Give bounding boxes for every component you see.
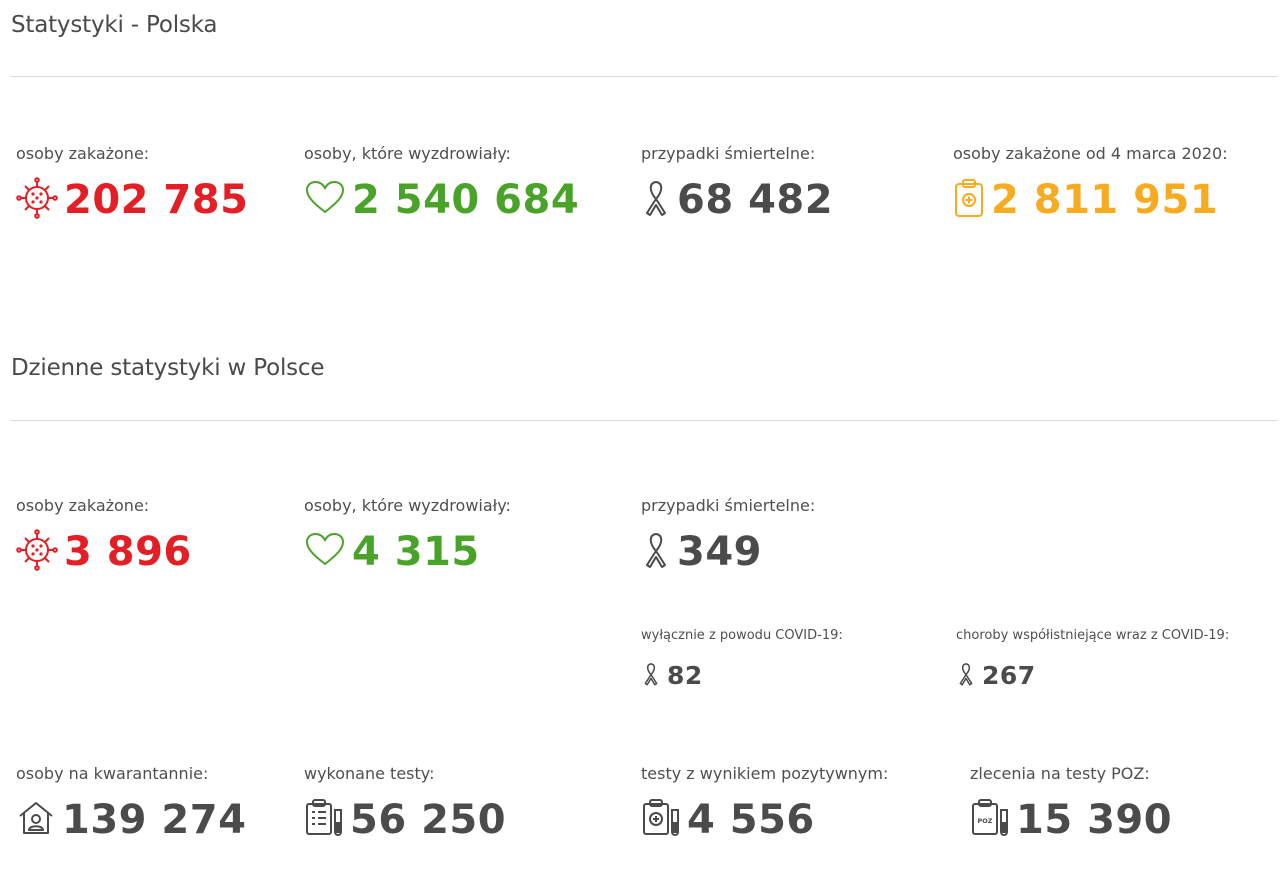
stat-label: osoby zakażone:	[16, 144, 150, 163]
stat-value: 267	[982, 661, 1036, 690]
stat-deaths-daily: przypadki śmiertelne: 349	[641, 496, 815, 575]
stat-deaths-comorbid: choroby współistniejące wraz z COVID-19:…	[956, 628, 1229, 690]
stat-value: 3 896	[64, 529, 192, 575]
divider	[10, 420, 1278, 421]
virus-icon	[16, 177, 58, 223]
stat-infected-total: osoby zakażone: 202 785	[16, 144, 248, 223]
stat-label: zlecenia na testy POZ:	[970, 764, 1150, 783]
stat-tests: wykonane testy: 56 250	[304, 764, 506, 843]
stat-recovered-daily: osoby, które wyzdrowiały: 4 315	[304, 496, 511, 575]
stat-value: 4 315	[352, 529, 480, 575]
stat-value: 56 250	[350, 797, 507, 843]
stat-label: osoby na kwarantannie:	[16, 764, 209, 783]
house-person-icon	[16, 799, 56, 841]
stat-quarantine: osoby na kwarantannie: 139 274	[16, 764, 246, 843]
stat-poz-orders: zlecenia na testy POZ: POZ 15 390	[970, 764, 1172, 843]
stat-value: 139 274	[62, 797, 247, 843]
stat-label: przypadki śmiertelne:	[641, 496, 816, 515]
stat-label: testy z wynikiem pozytywnym:	[641, 764, 889, 783]
svg-text:POZ: POZ	[977, 817, 992, 825]
stat-value: 4 556	[687, 797, 815, 843]
stat-value: 2 811 951	[991, 177, 1219, 223]
stat-value: 202 785	[64, 177, 249, 223]
divider	[10, 76, 1278, 77]
virus-icon	[16, 529, 58, 575]
stat-label: wyłącznie z powodu COVID-19:	[641, 628, 843, 643]
stat-deaths-total: przypadki śmiertelne: 68 482	[641, 144, 833, 223]
stat-deaths-covid-only: wyłącznie z powodu COVID-19: 82	[641, 628, 843, 690]
heart-icon	[304, 180, 346, 220]
stat-value: 68 482	[677, 177, 834, 223]
stat-value: 2 540 684	[352, 177, 580, 223]
clipboard-positive-icon	[641, 798, 681, 842]
clipboard-test-icon	[304, 798, 344, 842]
stat-positive-tests: testy z wynikiem pozytywnym: 4 556	[641, 764, 888, 843]
stat-infected-daily: osoby zakażone: 3 896	[16, 496, 192, 575]
section-title-poland: Statystyki - Polska	[11, 12, 218, 38]
stat-recovered-total: osoby, które wyzdrowiały: 2 540 684	[304, 144, 579, 223]
stat-label: osoby, które wyzdrowiały:	[304, 144, 511, 163]
ribbon-icon	[956, 662, 976, 690]
clipboard-medical-icon	[953, 178, 985, 222]
stat-label: osoby zakażone:	[16, 496, 150, 515]
stat-label: wykonane testy:	[304, 764, 435, 783]
heart-icon	[304, 532, 346, 572]
stat-label: osoby zakażone od 4 marca 2020:	[953, 144, 1228, 163]
stat-label: osoby, które wyzdrowiały:	[304, 496, 511, 515]
stat-label: choroby współistniejące wraz z COVID-19:	[956, 628, 1230, 643]
ribbon-icon	[641, 531, 671, 573]
stat-value: 349	[677, 529, 762, 575]
stat-infected-since: osoby zakażone od 4 marca 2020: 2 811 95…	[953, 144, 1228, 223]
stat-value: 15 390	[1016, 797, 1173, 843]
stat-value: 82	[667, 661, 703, 690]
stat-label: przypadki śmiertelne:	[641, 144, 816, 163]
ribbon-icon	[641, 662, 661, 690]
ribbon-icon	[641, 179, 671, 221]
clipboard-poz-icon: POZ	[970, 798, 1010, 842]
section-title-daily: Dzienne statystyki w Polsce	[11, 355, 325, 381]
